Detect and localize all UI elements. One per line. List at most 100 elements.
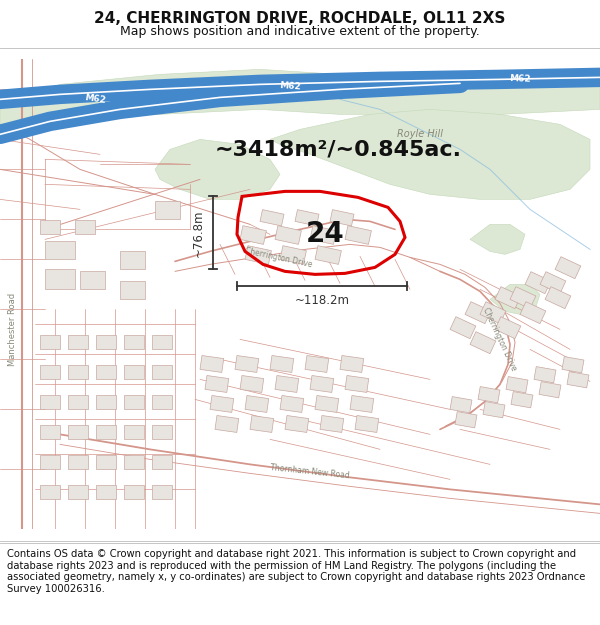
Polygon shape [270, 109, 590, 199]
Bar [465, 302, 491, 324]
Bar [152, 336, 172, 349]
Bar [562, 357, 584, 373]
Bar [315, 246, 341, 264]
Bar [75, 221, 95, 234]
Polygon shape [490, 284, 540, 314]
Bar [40, 336, 60, 349]
Bar [68, 396, 88, 409]
Bar [260, 209, 284, 226]
Text: Map shows position and indicative extent of the property.: Map shows position and indicative extent… [120, 24, 480, 38]
Bar [315, 396, 339, 412]
Bar [68, 456, 88, 469]
Bar [245, 396, 269, 412]
Bar [240, 376, 264, 392]
Text: M62: M62 [509, 74, 531, 84]
Bar [124, 426, 144, 439]
Bar [455, 412, 477, 428]
Bar [80, 271, 105, 289]
Bar [152, 486, 172, 499]
Bar [270, 356, 294, 372]
Bar [96, 336, 116, 349]
Bar [40, 396, 60, 409]
Bar [495, 287, 521, 309]
Bar [511, 392, 533, 408]
Polygon shape [155, 139, 280, 199]
Bar [96, 426, 116, 439]
Bar [200, 356, 224, 372]
Bar [310, 376, 334, 392]
Bar [40, 426, 60, 439]
Bar [68, 486, 88, 499]
Bar [40, 366, 60, 379]
Text: Manchester Road: Manchester Road [8, 292, 17, 366]
Bar [520, 302, 546, 324]
Bar [480, 302, 506, 324]
Bar [483, 402, 505, 418]
Bar [235, 356, 259, 372]
Bar [120, 281, 145, 299]
Bar [96, 456, 116, 469]
Text: Thornham New Road: Thornham New Road [270, 462, 350, 480]
Text: M62: M62 [84, 93, 106, 106]
Bar [285, 416, 309, 432]
Bar [96, 486, 116, 499]
Bar [450, 317, 476, 339]
Bar [355, 416, 379, 432]
Bar [340, 356, 364, 372]
Bar [205, 376, 229, 392]
Bar [152, 456, 172, 469]
Bar [210, 396, 234, 412]
Bar [96, 366, 116, 379]
Bar [68, 336, 88, 349]
Bar [345, 226, 371, 244]
Bar [525, 272, 551, 294]
Bar [68, 366, 88, 379]
Bar [40, 456, 60, 469]
Bar [540, 272, 566, 294]
Bar [305, 356, 329, 372]
Text: Cherrington Drive: Cherrington Drive [244, 246, 313, 269]
Polygon shape [470, 224, 525, 254]
Text: 24, CHERRINGTON DRIVE, ROCHDALE, OL11 2XS: 24, CHERRINGTON DRIVE, ROCHDALE, OL11 2X… [94, 11, 506, 26]
Bar [68, 426, 88, 439]
Text: ~3418m²/~0.845ac.: ~3418m²/~0.845ac. [215, 139, 462, 159]
Bar [96, 396, 116, 409]
Bar [152, 426, 172, 439]
Bar [330, 209, 354, 226]
Bar [124, 396, 144, 409]
Bar [534, 367, 556, 383]
Bar [45, 241, 75, 259]
Bar [275, 376, 299, 392]
Bar [555, 257, 581, 279]
Bar [240, 226, 266, 244]
Bar [450, 397, 472, 413]
Bar [124, 366, 144, 379]
Bar [295, 209, 319, 226]
Bar [280, 246, 307, 264]
Bar [506, 377, 528, 393]
Bar [45, 269, 75, 289]
Bar [124, 486, 144, 499]
Bar [567, 372, 589, 388]
Bar [350, 396, 374, 412]
Bar [152, 366, 172, 379]
Bar [495, 317, 521, 339]
Text: Cherrington Drive: Cherrington Drive [481, 306, 518, 372]
Bar [245, 246, 271, 264]
Text: ~118.2m: ~118.2m [295, 294, 349, 308]
Bar [40, 221, 60, 234]
Bar [155, 201, 180, 219]
Bar [345, 376, 369, 392]
Text: Contains OS data © Crown copyright and database right 2021. This information is : Contains OS data © Crown copyright and d… [7, 549, 586, 594]
Bar [320, 416, 344, 432]
Bar [215, 416, 239, 432]
Bar [510, 287, 536, 309]
Text: M62: M62 [279, 81, 301, 92]
Text: 24: 24 [305, 221, 344, 248]
Bar [539, 382, 561, 398]
Bar [250, 416, 274, 432]
Bar [470, 332, 496, 354]
Bar [124, 336, 144, 349]
Bar [152, 396, 172, 409]
Bar [310, 226, 337, 244]
